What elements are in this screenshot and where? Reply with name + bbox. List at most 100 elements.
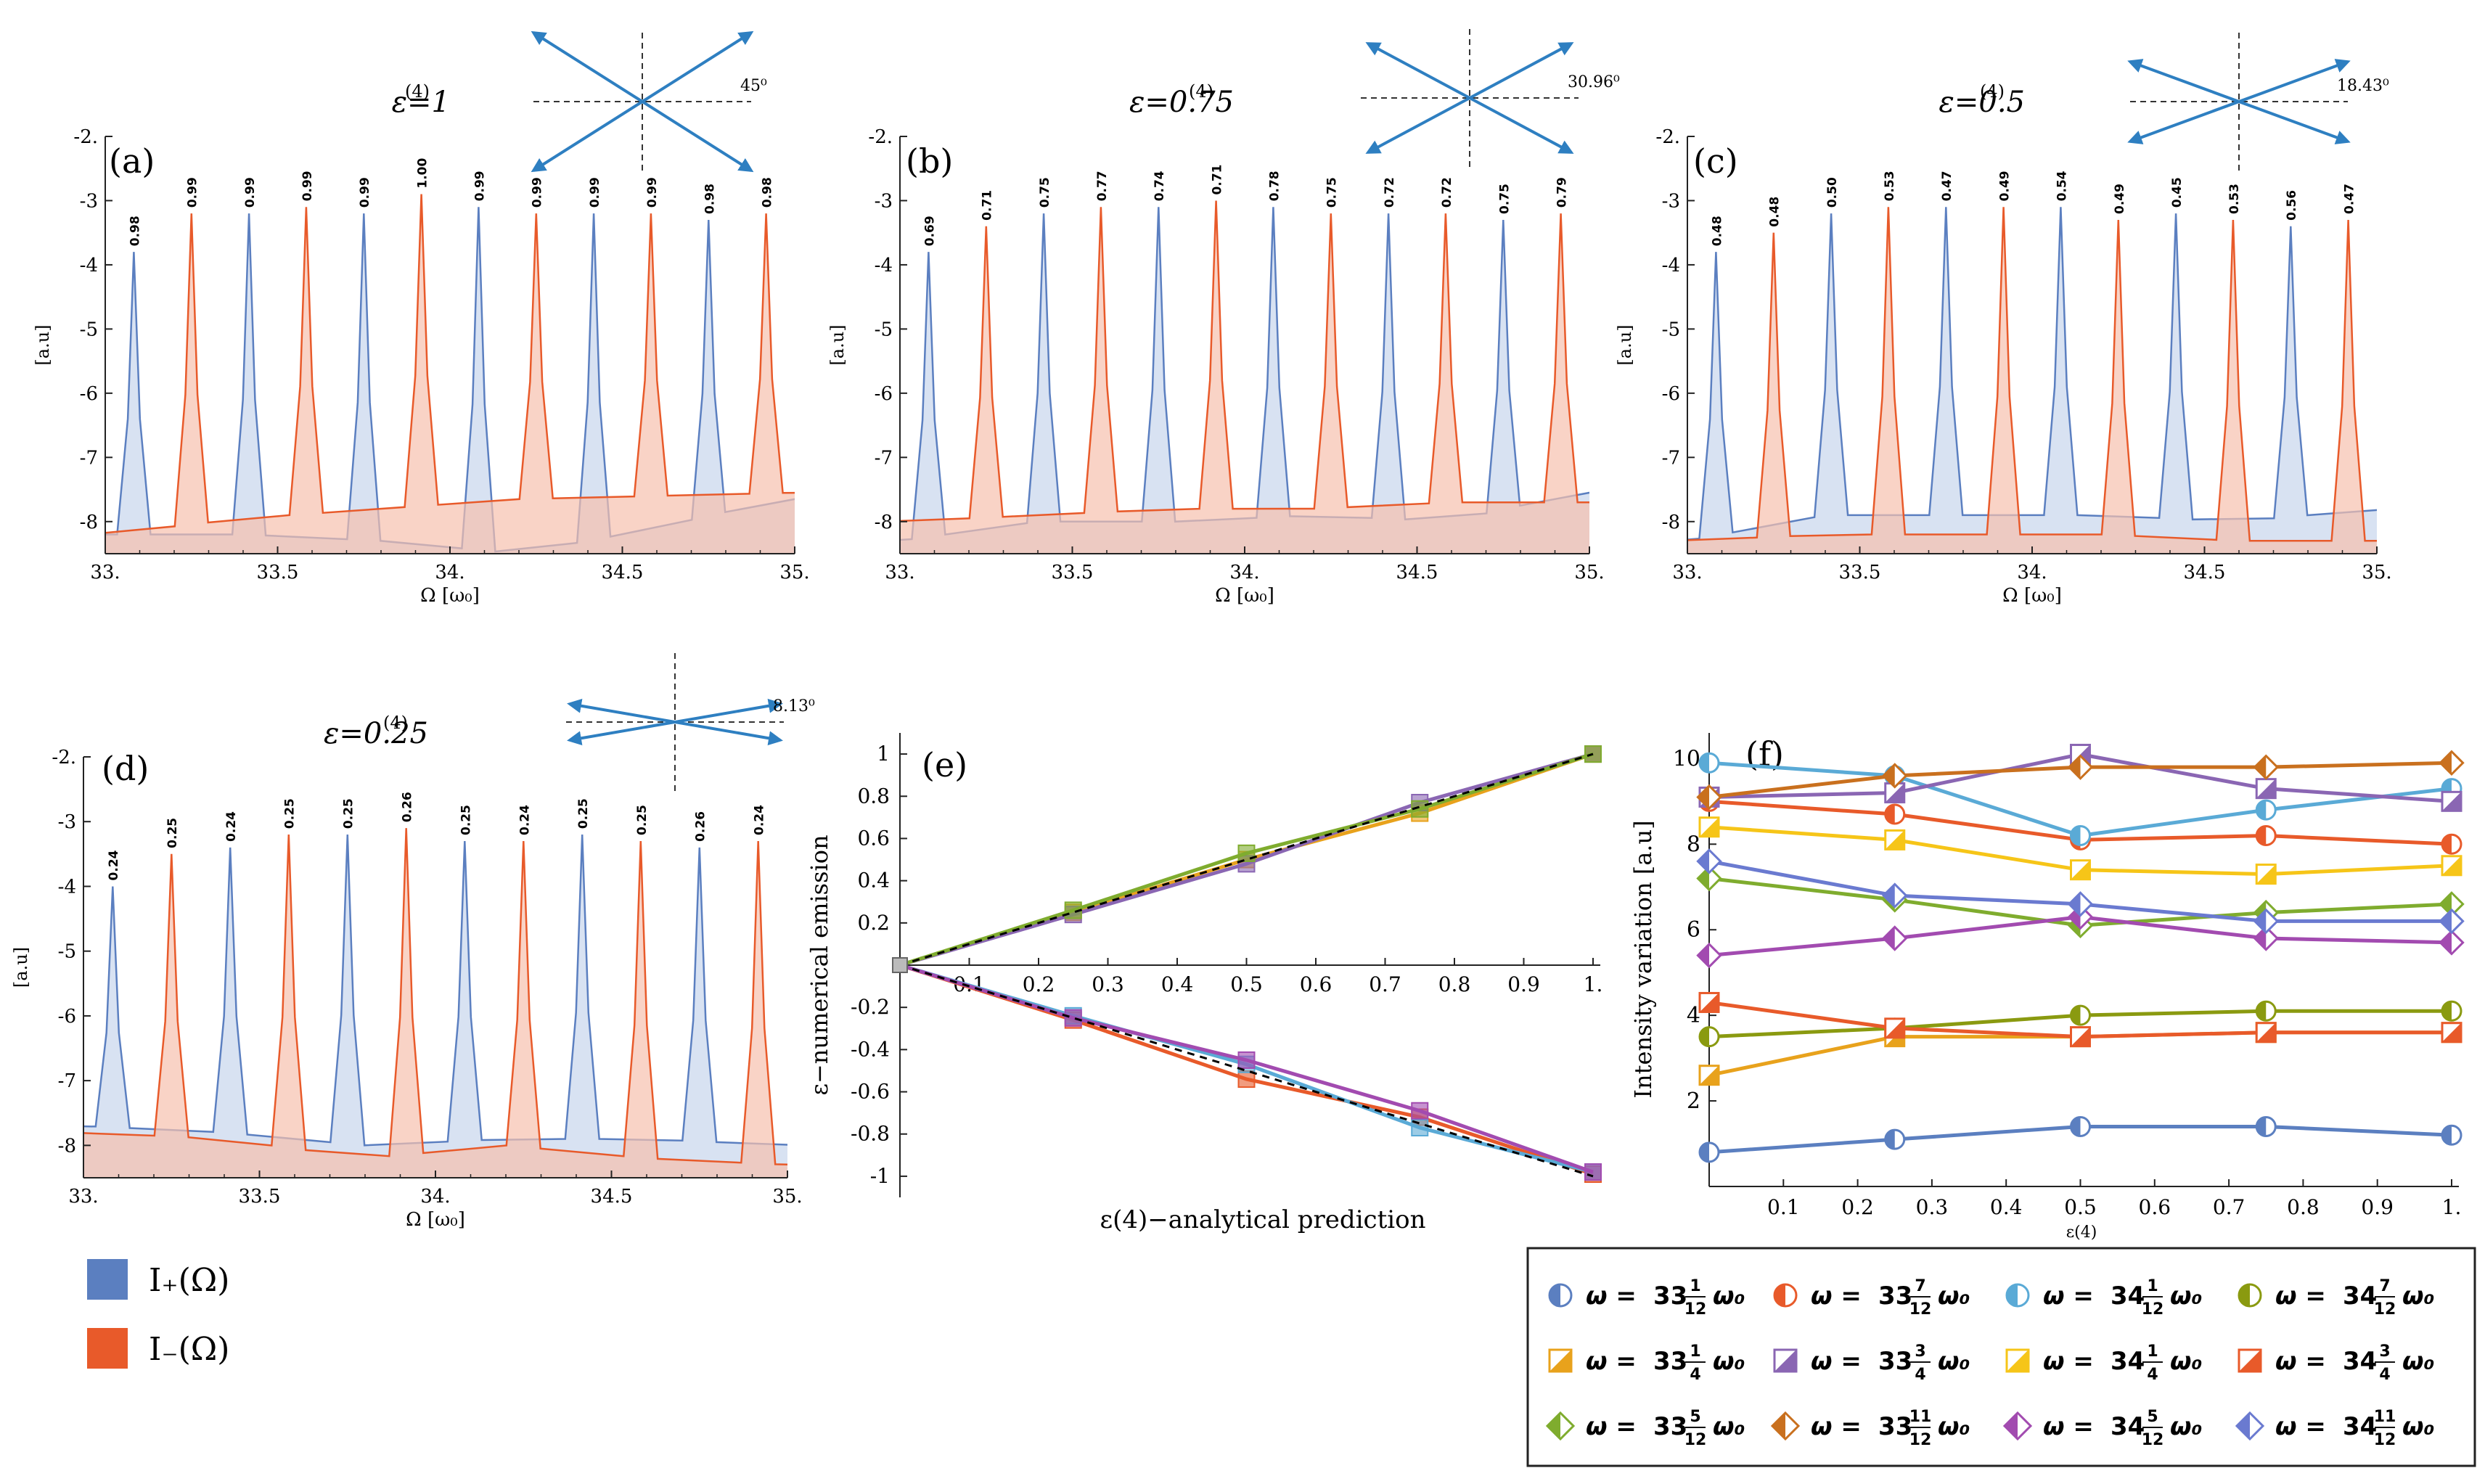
marker-fill [1549,1284,1560,1306]
polarization-arrow [2127,59,2351,144]
y-axis-label: [a.u] [33,324,53,365]
marker-fill [2237,1413,2250,1439]
legend-numerator: 5 [2147,1408,2158,1426]
panel-title: ε=1(4) [392,81,450,119]
polarization-arrow [567,698,783,746]
y-tick-label: -6 [80,383,98,405]
marker-fill [2440,931,2452,954]
title-epsilon: ε=0.5 [1939,86,2025,119]
title-epsilon: ε=0.25 [324,717,428,750]
peak-value-label: 0.79 [1555,177,1570,208]
data-point [1237,1070,1256,1089]
x-tick-label: 1. [2442,1195,2462,1219]
marker-fill [2239,1284,2250,1306]
marker-fill [2442,1022,2461,1042]
data-point [1698,1026,1720,1048]
data-point [2255,778,2277,800]
legend-marker [1773,1348,1798,1373]
legend-entry: ω = 34 7 12 ω₀ [2275,1277,2435,1319]
x-tick-label: 0.9 [2361,1195,2394,1219]
y-tick-label: -6 [58,1006,76,1028]
panel-b: -2. -3 -4 -5 -6 -7 -8 33. 33.5 34. 34.5 35. Ω [ω₀] [a… [827,29,1620,607]
legend-numerator: 1 [1690,1277,1700,1295]
legend-left: I₊(Ω) I₋(Ω) [87,1259,229,1369]
y-tick-label: -2. [1655,126,1680,148]
data-point [1884,1017,1906,1039]
legend-numerator: 7 [2379,1277,2390,1295]
legend-marker [2005,1283,2030,1308]
peak-value-label: 0.98 [761,177,775,208]
plot-area [105,194,795,554]
marker-fill [2256,864,2276,884]
legend-numerator: 11 [1909,1408,1932,1426]
legend-prefix: ω = [1811,1282,1862,1311]
legend-entry: ω = 34 1 4 ω₀ [2043,1342,2203,1384]
peak-value-label: 0.56 [2285,190,2299,221]
marker-fill [2068,893,2081,916]
x-axis-label: ε(4)−analytical prediction [1100,1205,1425,1234]
panel-title: ε=0.75(4) [1129,81,1234,119]
y-tick-label: -5 [80,319,98,340]
y-tick-label: -6 [875,383,893,405]
panel-label: (c) [1693,142,1738,181]
legend-denominator: 12 [1684,1431,1707,1449]
marker-fill [1883,764,1895,787]
data-point [2253,925,2279,951]
legend-numerator: 11 [2374,1408,2396,1426]
plot-area [83,828,787,1178]
legend-prefix: ω = [1586,1347,1637,1376]
data-point [2441,1022,2463,1044]
data-point [2070,859,2091,881]
x-tick-label: 34.5 [2184,562,2226,583]
panel-title: ε=0.5(4) [1939,81,2025,119]
y-tick-label: -7 [1662,447,1680,469]
legend-denominator: 4 [1915,1366,1925,1384]
legend-suffix: ω₀ [1713,1412,1745,1441]
marker-fill [1700,993,1719,1012]
legend-entry: ω = 33 7 12 ω₀ [1811,1277,1970,1319]
data-point [2070,1026,2091,1048]
x-tick-label: 0.2 [1023,972,1055,996]
panel-e: -1-0.8-0.6-0.4-0.20.20.40.60.810.1 0.2 0.3… [806,733,1602,1234]
data-point [2441,855,2463,877]
data-point [2255,799,2277,821]
y-tick-label: 8 [1687,832,1700,857]
legend-numerator: 3 [2379,1342,2390,1361]
marker-fill [2071,1006,2081,1025]
peak-value-label: 0.25 [283,798,298,829]
data-point [2070,1004,2091,1026]
marker-fill [2256,1022,2276,1042]
panel-label: (b) [906,142,953,181]
x-tick-label: 34.5 [602,562,644,583]
peak-value-label: 0.99 [300,171,315,201]
title-epsilon: ε=1 [392,86,450,119]
x-tick-label: 0.2 [1841,1195,1874,1219]
peak-value-label: 0.25 [459,805,473,835]
legend-suffix: ω₀ [2170,1282,2203,1311]
x-tick-label: 34.5 [1396,562,1438,583]
legend-whole: 34 [2111,1282,2145,1311]
plot-area [1687,207,2377,554]
legend-whole: 34 [2111,1347,2145,1376]
data-point [2067,891,2094,917]
reference-line [899,753,1594,967]
legend-suffix: ω₀ [1938,1412,1970,1441]
peak-value-label: 1.00 [416,158,430,189]
y-tick-label: -4 [875,255,893,276]
marker-fill [1883,927,1895,950]
polarization-diagram: 45⁰ [531,30,767,173]
legend-suffix: ω₀ [2170,1347,2203,1376]
data-point [2441,790,2463,812]
legend-denominator: 4 [2379,1366,2390,1384]
marker-fill [2071,860,2090,880]
legend-prefix: ω = [2043,1282,2094,1311]
panel-label: (e) [922,745,967,784]
peak-value-label: 0.24 [517,805,532,835]
y-tick-label: -4 [80,255,98,276]
legend-denominator: 12 [1909,1300,1932,1319]
peak-value-label: 0.99 [186,177,200,208]
marker-fill [1700,1142,1709,1162]
data-point [1698,991,1720,1013]
